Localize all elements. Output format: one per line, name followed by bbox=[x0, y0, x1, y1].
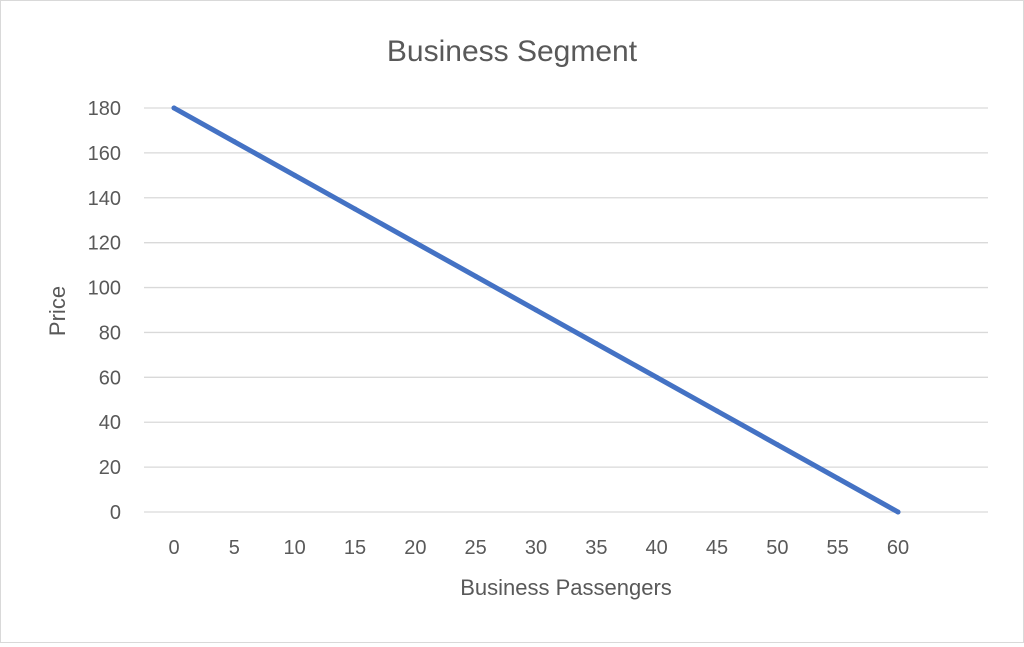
x-tick-label: 25 bbox=[465, 537, 487, 559]
data-point bbox=[292, 172, 298, 178]
x-tick-label: 20 bbox=[404, 537, 426, 559]
x-axis-label: Business Passengers bbox=[460, 575, 672, 600]
y-tick-label: 40 bbox=[99, 412, 121, 434]
y-tick-label: 60 bbox=[99, 367, 121, 389]
y-tick-label: 180 bbox=[88, 98, 121, 120]
x-tick-label: 30 bbox=[525, 537, 547, 559]
data-point bbox=[473, 273, 479, 279]
y-tick-label: 80 bbox=[99, 322, 121, 344]
data-point bbox=[231, 139, 237, 145]
data-point bbox=[895, 509, 901, 515]
data-point bbox=[412, 240, 418, 246]
x-tick-label: 0 bbox=[168, 537, 179, 559]
data-point bbox=[352, 206, 358, 212]
data-point bbox=[714, 408, 720, 414]
x-tick-label: 5 bbox=[229, 537, 240, 559]
y-tick-label: 140 bbox=[88, 188, 121, 210]
data-point bbox=[171, 105, 177, 111]
data-point bbox=[835, 475, 841, 481]
y-tick-label: 0 bbox=[110, 502, 121, 524]
x-tick-label: 10 bbox=[284, 537, 306, 559]
x-tick-label: 40 bbox=[646, 537, 668, 559]
y-tick-label: 160 bbox=[88, 143, 121, 165]
data-point bbox=[774, 442, 780, 448]
y-tick-label: 20 bbox=[99, 457, 121, 479]
y-axis-label: Price bbox=[45, 286, 70, 336]
data-point bbox=[654, 374, 660, 380]
x-tick-label: 45 bbox=[706, 537, 728, 559]
x-tick-label: 55 bbox=[827, 537, 849, 559]
data-point bbox=[593, 341, 599, 347]
x-tick-labels: 0 5 10 15 20 25 30 35 40 45 50 55 60 bbox=[168, 537, 909, 559]
x-tick-label: 60 bbox=[887, 537, 909, 559]
chart-title: Business Segment bbox=[387, 35, 638, 68]
gridlines bbox=[144, 107, 988, 513]
series-group bbox=[171, 105, 901, 515]
y-tick-labels: 0 20 40 60 80 100 120 140 160 180 bbox=[88, 98, 121, 524]
x-tick-label: 15 bbox=[344, 537, 366, 559]
x-tick-label: 50 bbox=[766, 537, 788, 559]
y-tick-label: 120 bbox=[88, 233, 121, 255]
data-point bbox=[533, 307, 539, 313]
y-tick-label: 100 bbox=[88, 278, 121, 300]
x-tick-label: 35 bbox=[585, 537, 607, 559]
